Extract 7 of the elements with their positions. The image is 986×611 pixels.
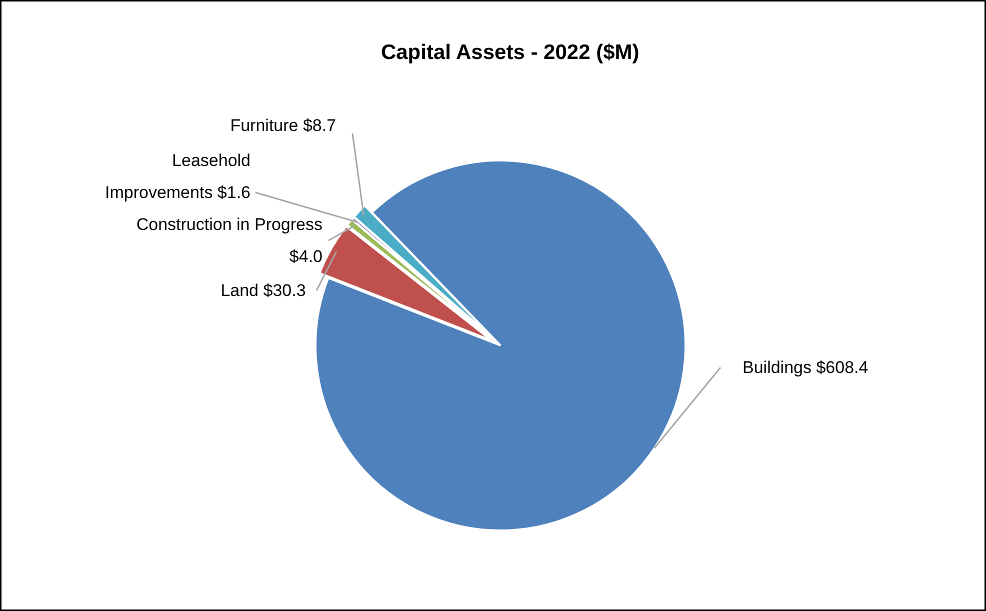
slice-label: Construction in Progress (136, 215, 323, 234)
slice-label: Leasehold Improvements $1.6 (104, 151, 251, 202)
chart-title: Capital Assets - 2022 ($M) (380, 41, 640, 64)
slice-label: Buildings $608.4 (742, 358, 868, 377)
slice-label: Furniture $8.7 (230, 116, 336, 135)
data-label: $4.0 (289, 247, 323, 266)
slice-label: Land $30.3 (220, 281, 306, 300)
